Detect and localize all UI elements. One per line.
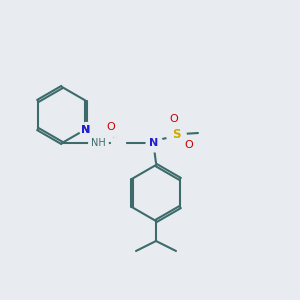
Text: O: O [106,122,116,132]
Text: N: N [81,125,90,135]
Text: N: N [149,138,159,148]
Text: O: O [184,140,194,150]
Text: NH: NH [91,138,105,148]
Text: O: O [169,114,178,124]
Text: N: N [81,125,90,135]
Text: S: S [172,128,180,142]
